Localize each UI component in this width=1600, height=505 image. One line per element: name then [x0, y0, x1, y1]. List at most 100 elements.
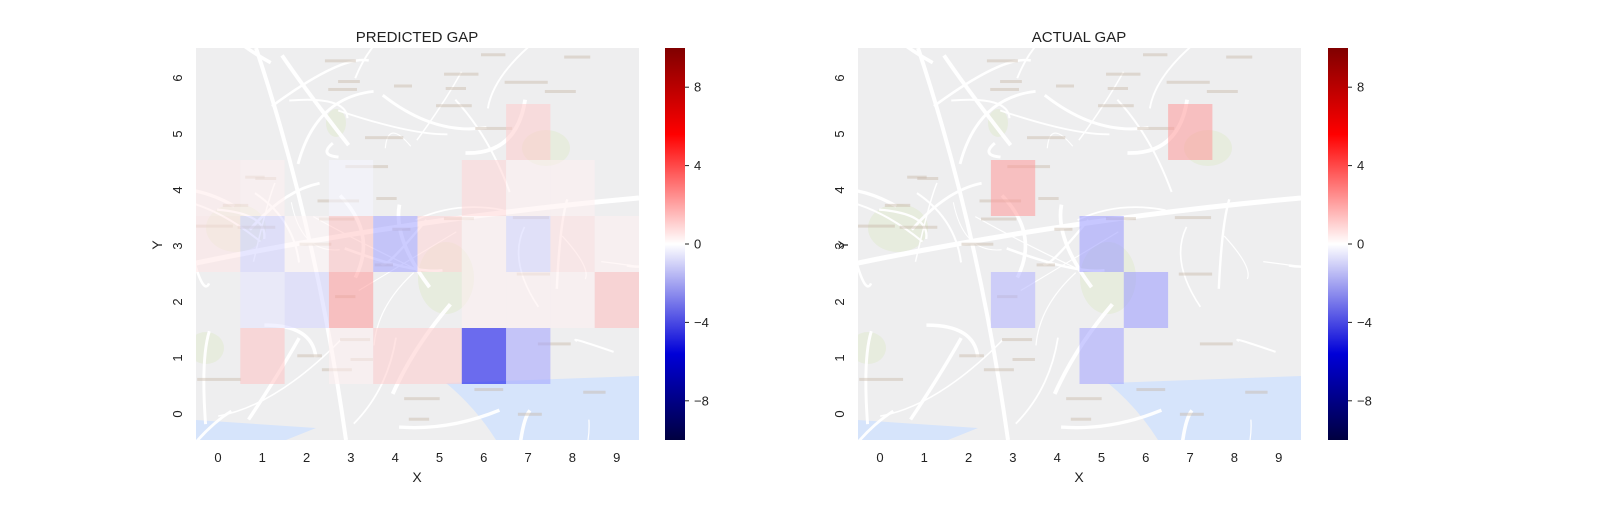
heat-cell — [506, 272, 551, 328]
actual-x-axis-label: X — [1074, 469, 1084, 485]
road — [951, 98, 1011, 119]
map-label — [1143, 53, 1168, 57]
map-label — [481, 53, 506, 57]
road — [879, 208, 928, 240]
road — [864, 330, 873, 425]
road-main — [916, 48, 1010, 440]
road — [1249, 419, 1252, 440]
predicted-x-ticks: 0 1 2 3 4 5 6 7 8 9 — [214, 450, 620, 465]
y-tick-label: 0 — [170, 410, 185, 417]
predicted-heat-cells — [196, 104, 639, 384]
x-tick-label: 4 — [1054, 450, 1061, 465]
actual-colorbar: 8 4 0 −4 −8 — [1328, 48, 1372, 440]
road — [518, 409, 532, 440]
colorbar-tick-label: 4 — [1357, 158, 1364, 173]
map-label — [1027, 136, 1066, 140]
predicted-colorbar-gradient — [665, 48, 685, 440]
road — [942, 54, 1013, 147]
map-label — [884, 203, 911, 207]
road — [1016, 48, 1036, 79]
map-label — [328, 87, 357, 91]
map-label — [1137, 126, 1175, 130]
actual-gap-title: ACTUAL GAP — [1032, 29, 1126, 46]
heat-cell — [328, 216, 374, 272]
river-west — [858, 420, 978, 440]
road — [858, 189, 898, 208]
map-label — [986, 59, 1018, 63]
map-label — [1054, 227, 1073, 231]
road — [858, 263, 873, 288]
colorbar-tick-label: −8 — [694, 393, 709, 408]
y-tick-label: 5 — [170, 130, 185, 137]
heat-cell — [990, 272, 1036, 328]
map-label — [1036, 263, 1056, 267]
x-tick-label: 8 — [1231, 450, 1238, 465]
x-tick-label: 1 — [259, 450, 266, 465]
map-label — [1245, 390, 1268, 394]
heat-cell — [240, 272, 285, 328]
road — [574, 338, 614, 353]
heat-cell — [506, 216, 551, 272]
map-label — [917, 177, 939, 181]
map-label — [583, 390, 606, 394]
heat-cell — [550, 272, 595, 328]
road — [289, 98, 349, 119]
road — [202, 330, 211, 425]
heat-cell — [550, 216, 595, 272]
heat-cell — [196, 216, 241, 272]
road — [398, 408, 501, 430]
heat-cell — [196, 160, 241, 216]
heat-cell — [1168, 104, 1213, 160]
colorbar-tick-label: 8 — [1357, 80, 1364, 95]
road — [916, 192, 963, 263]
road — [337, 109, 448, 136]
heat-cell — [373, 216, 418, 272]
road — [909, 337, 963, 421]
x-tick-label: 5 — [1098, 450, 1105, 465]
heat-cell — [506, 328, 551, 384]
map-label — [504, 80, 548, 84]
map-label — [1012, 357, 1035, 361]
predicted-x-axis-label: X — [412, 469, 422, 485]
heat-cell — [506, 104, 551, 160]
road — [1035, 272, 1077, 346]
x-tick-label: 8 — [569, 450, 576, 465]
heat-cell — [1123, 272, 1169, 328]
x-tick-label: 7 — [1186, 450, 1193, 465]
map-label — [544, 89, 576, 93]
y-tick-label: 1 — [832, 354, 847, 361]
predicted-y-axis-label: Y — [149, 240, 165, 250]
map-label — [394, 84, 413, 88]
road — [1046, 132, 1074, 149]
actual-y-ticks: 0 1 2 3 4 5 6 — [832, 74, 847, 417]
map-label — [1174, 216, 1212, 220]
heat-cell — [461, 216, 507, 272]
road — [858, 409, 895, 440]
road — [987, 142, 1001, 159]
map-label — [404, 397, 440, 401]
y-tick-label: 3 — [170, 242, 185, 249]
road — [1288, 264, 1301, 268]
map-label — [859, 377, 904, 381]
map-label — [338, 80, 360, 84]
y-tick-label: 6 — [832, 74, 847, 81]
map-label — [537, 342, 571, 346]
map-label — [1038, 197, 1059, 201]
road — [1236, 338, 1276, 353]
road — [486, 48, 529, 109]
road — [1223, 235, 1249, 280]
map-label — [961, 242, 994, 246]
y-tick-label: 6 — [170, 74, 185, 81]
map-label — [474, 388, 504, 392]
map-label — [444, 72, 479, 76]
road-main — [858, 195, 1301, 266]
map-label — [959, 354, 984, 358]
heat-cell — [240, 216, 285, 272]
x-tick-label: 5 — [436, 450, 443, 465]
map-label — [436, 104, 472, 108]
map-label — [1136, 388, 1166, 392]
heat-cell — [284, 216, 329, 272]
map-label — [907, 175, 927, 179]
